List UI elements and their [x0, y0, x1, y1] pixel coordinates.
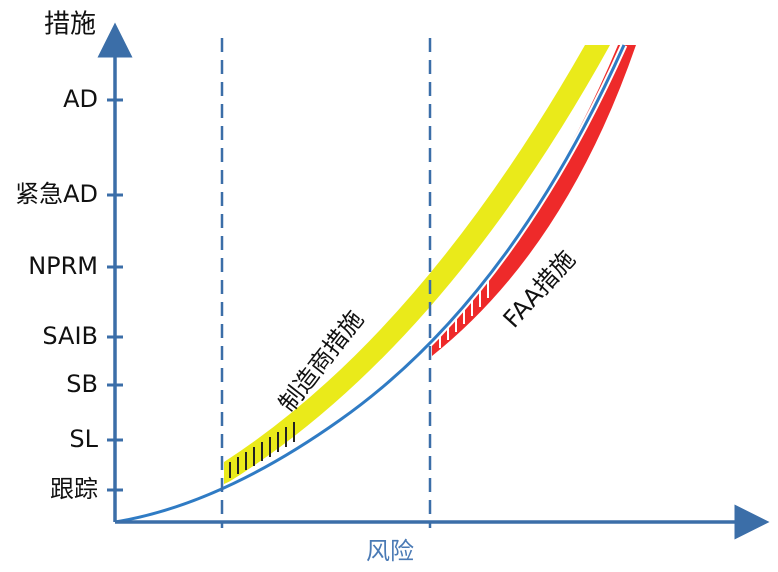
y-axis-title: 措施 — [44, 10, 96, 40]
manufacturer-band — [224, 45, 610, 485]
y-tick-label: SB — [66, 370, 98, 398]
hatching — [229, 422, 295, 478]
y-tick-label: 跟踪 — [50, 475, 98, 503]
x-axis-title: 风险 — [366, 537, 414, 565]
y-tick-label: 紧急AD — [15, 180, 98, 208]
y-tick-label: SL — [69, 425, 98, 453]
y-tick-label: AD — [63, 85, 98, 113]
risk-curve — [114, 44, 626, 524]
y-tick-label: NPRM — [28, 252, 98, 280]
y-tick-label: SAIB — [42, 322, 98, 350]
